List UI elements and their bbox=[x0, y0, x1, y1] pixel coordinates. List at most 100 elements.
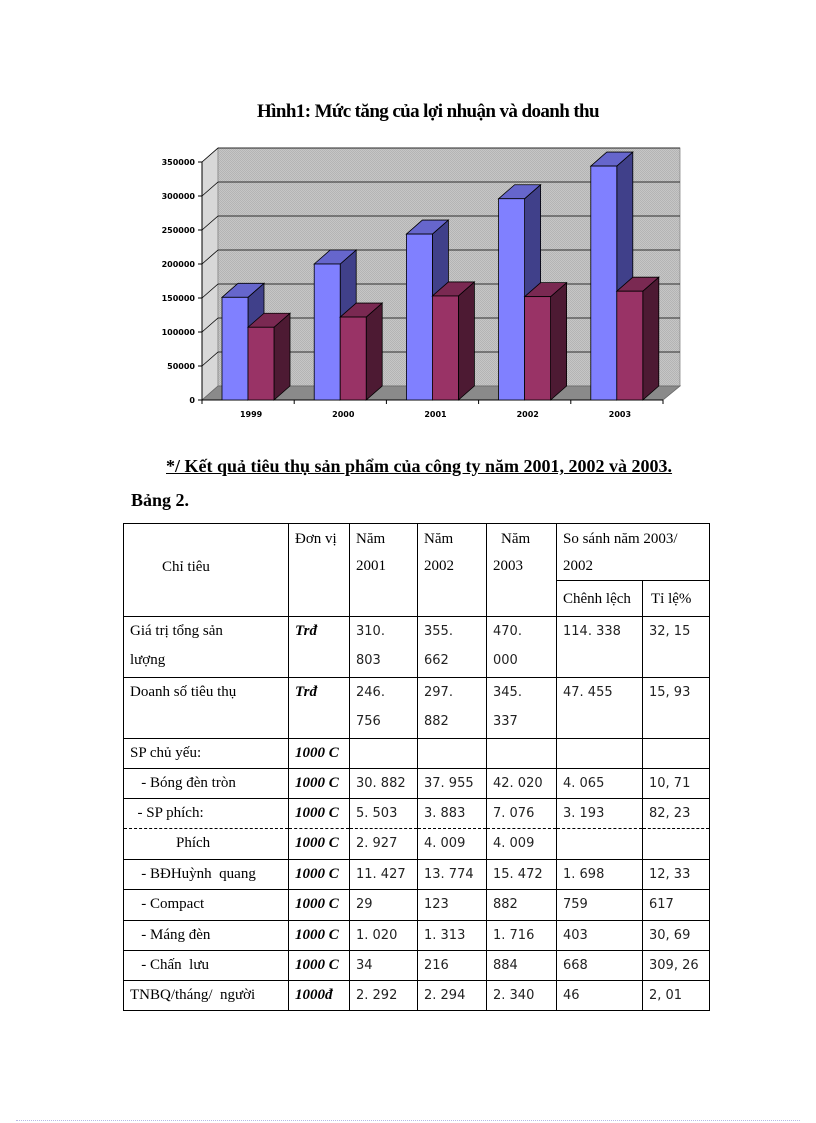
cell-diff bbox=[556, 828, 643, 860]
cell-ratio: 15, 93 bbox=[642, 677, 710, 739]
header-2001: Năm 2001 bbox=[349, 523, 418, 617]
cell-y2002: 123 bbox=[417, 889, 487, 921]
cell-unit: 1000 C bbox=[288, 950, 350, 981]
cell-diff: 47. 455 bbox=[556, 677, 643, 739]
cell-y2001: 5. 503 bbox=[349, 798, 418, 829]
cell-diff: 4. 065 bbox=[556, 768, 643, 799]
cell-y2003: 345. 337 bbox=[486, 677, 557, 739]
cell-diff: 3. 193 bbox=[556, 798, 643, 829]
cell-y2003 bbox=[486, 738, 557, 769]
header-indicator: Chỉ tiêu bbox=[123, 523, 289, 617]
y-tick-label: 50000 bbox=[167, 362, 195, 371]
cell-label: Phích bbox=[123, 828, 289, 860]
cell-diff: 403 bbox=[556, 920, 643, 951]
cell-y2001: 30. 882 bbox=[349, 768, 418, 799]
cell-unit: Trđ bbox=[288, 616, 350, 678]
cell-y2001: 11. 427 bbox=[349, 859, 418, 890]
header-2002-line2: 2002 bbox=[424, 558, 454, 574]
cell-y2001 bbox=[349, 738, 418, 769]
cell-y2002: 37. 955 bbox=[417, 768, 487, 799]
cell-y2001: 34 bbox=[349, 950, 418, 981]
cell-label: SP chủ yếu: bbox=[123, 738, 289, 769]
cell-label: - Compact bbox=[123, 889, 289, 921]
bar bbox=[523, 281, 568, 401]
cell-ratio bbox=[642, 828, 710, 860]
cell-y2003: 1. 716 bbox=[486, 920, 557, 951]
cell-label: Doanh số tiêu thụ bbox=[123, 677, 289, 739]
cell-y2003: 7. 076 bbox=[486, 798, 557, 829]
y-tick-label: 100000 bbox=[162, 328, 196, 337]
cell-ratio: 82, 23 bbox=[642, 798, 710, 829]
cell-label-line bbox=[130, 707, 288, 736]
section-heading: */ Kết quả tiêu thụ sản phẩm của công ty… bbox=[166, 456, 673, 476]
cell-y2002: 216 bbox=[417, 950, 487, 981]
table-row: TNBQ/tháng/ người 1000đ 2. 292 2. 294 2. 340… bbox=[123, 980, 710, 1011]
table-row: - Máng đèn 1000 C 1. 020 1. 313 1. 716 403 30,… bbox=[123, 920, 710, 951]
cell-y2002: 355. 662 bbox=[417, 616, 487, 678]
cell-y2003: 4. 009 bbox=[486, 828, 557, 860]
cell-y2002: 13. 774 bbox=[417, 859, 487, 890]
table-row: SP chủ yếu: 1000 C bbox=[123, 738, 710, 769]
cell-y2003: 2. 340 bbox=[486, 980, 557, 1011]
cell-unit: 1000đ bbox=[288, 980, 350, 1011]
cell-y2003-line: 000 bbox=[493, 653, 518, 668]
cell-unit: 1000 C bbox=[288, 798, 350, 829]
y-tick-label: 350000 bbox=[162, 158, 196, 167]
header-2001-line1: Năm bbox=[356, 531, 386, 547]
cell-y2001-line: 756 bbox=[356, 714, 381, 729]
cell-unit: 1000 C bbox=[288, 889, 350, 921]
table-row: - Chấn lưu 1000 C 34 216 884 668 309, 26 bbox=[123, 950, 710, 981]
header-2003-line2: 2003 bbox=[493, 558, 523, 574]
cell-diff: 1. 698 bbox=[556, 859, 643, 890]
cell-ratio: 617 bbox=[642, 889, 710, 921]
y-tick-label: 0 bbox=[189, 396, 195, 405]
cell-unit: 1000 C bbox=[288, 768, 350, 799]
table-row: - Bóng đèn tròn 1000 C 30. 882 37. 955 42. 0… bbox=[123, 768, 710, 799]
cell-y2002-line: 662 bbox=[424, 653, 449, 668]
x-tick-label: 2000 bbox=[332, 410, 355, 419]
sales-results-table: Chỉ tiêu Đơn vị Năm 2001 Năm 2002 Năm 2003 … bbox=[123, 523, 710, 1011]
cell-y2002: 4. 009 bbox=[417, 828, 487, 860]
cell-label: - Máng đèn bbox=[123, 920, 289, 951]
cell-y2001: 246. 756 bbox=[349, 677, 418, 739]
cell-label: Giá trị tổng sản lượng bbox=[123, 616, 289, 678]
table-row: Doanh số tiêu thụ Trđ 246. 756 297. 882 345. 33… bbox=[123, 677, 710, 739]
cell-ratio: 32, 15 bbox=[642, 616, 710, 678]
cell-ratio bbox=[642, 738, 710, 769]
table-row: - SP phích: 1000 C 5. 503 3. 883 7. 076 3. 19… bbox=[123, 798, 710, 829]
cell-y2002: 297. 882 bbox=[417, 677, 487, 739]
bar bbox=[615, 276, 660, 401]
cell-y2002 bbox=[417, 738, 487, 769]
header-unit: Đơn vị bbox=[288, 523, 350, 617]
y-tick-label: 300000 bbox=[162, 192, 196, 201]
cell-y2003: 884 bbox=[486, 950, 557, 981]
cell-ratio: 30, 69 bbox=[642, 920, 710, 951]
table-subheader-row: Chênh lệch Tỉ lệ% bbox=[124, 580, 710, 617]
x-tick-label: 2002 bbox=[517, 410, 539, 419]
table-caption: Bảng 2. bbox=[131, 490, 190, 510]
cell-unit: 1000 C bbox=[288, 828, 350, 860]
cell-y2002-line: 297. bbox=[424, 685, 453, 700]
y-axis-ticks: 0 50000 100000 150000 200000 250000 300000 3500… bbox=[162, 158, 202, 405]
cell-y2002: 1. 313 bbox=[417, 920, 487, 951]
x-tick-label: 2001 bbox=[424, 410, 447, 419]
header-2002: Năm 2002 bbox=[417, 523, 487, 617]
chart-plot-area: 0 50000 100000 150000 200000 250000 300000 3500… bbox=[162, 147, 682, 419]
cell-ratio: 12, 33 bbox=[642, 859, 710, 890]
cell-label: - Bóng đèn tròn bbox=[123, 768, 289, 799]
header-compare-line2: 2002 bbox=[563, 558, 593, 574]
cell-y2001: 1. 020 bbox=[349, 920, 418, 951]
cell-unit: Trđ bbox=[288, 677, 350, 739]
cell-y2001-line: 246. bbox=[356, 685, 385, 700]
header-compare-line1: So sánh năm 2003/ bbox=[563, 531, 678, 547]
header-2001-line2: 2001 bbox=[356, 558, 386, 574]
cell-ratio: 10, 71 bbox=[642, 768, 710, 799]
page-bottom-dotted-rule bbox=[16, 1120, 800, 1121]
header-2003-line1: Năm bbox=[501, 531, 531, 547]
header-compare: So sánh năm 2003/2002 bbox=[556, 523, 710, 581]
table-header-row: Chỉ tiêu Đơn vị Năm 2001 Năm 2002 Năm 2003 … bbox=[123, 523, 710, 617]
column-chart: 0 50000 100000 150000 200000 250000 300000 3500… bbox=[162, 147, 682, 419]
cell-y2003-line: 470. bbox=[493, 624, 522, 639]
cell-y2002: 3. 883 bbox=[417, 798, 487, 829]
cell-unit: 1000 C bbox=[288, 859, 350, 890]
